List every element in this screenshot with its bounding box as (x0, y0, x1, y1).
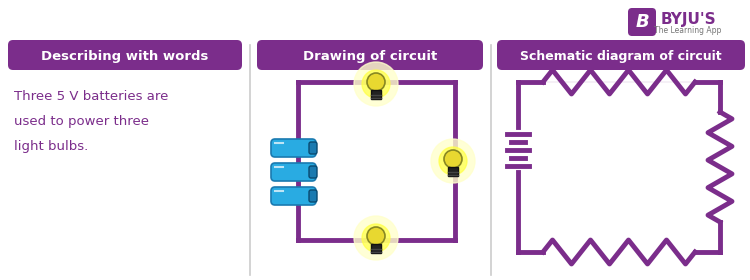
FancyBboxPatch shape (8, 40, 242, 70)
FancyBboxPatch shape (271, 163, 316, 181)
Bar (448, 167, 458, 176)
FancyBboxPatch shape (271, 187, 316, 205)
Circle shape (439, 147, 467, 175)
Text: Three 5 V batteries are: Three 5 V batteries are (14, 90, 169, 103)
Text: BYJU'S: BYJU'S (660, 11, 716, 27)
FancyBboxPatch shape (309, 166, 317, 178)
Bar (371, 90, 381, 99)
FancyBboxPatch shape (628, 8, 656, 36)
Text: Schematic diagram of circuit: Schematic diagram of circuit (520, 50, 722, 62)
FancyBboxPatch shape (257, 40, 483, 70)
Circle shape (354, 62, 398, 106)
FancyBboxPatch shape (497, 40, 745, 70)
Circle shape (444, 150, 462, 168)
Circle shape (362, 70, 390, 98)
FancyBboxPatch shape (309, 190, 317, 202)
Circle shape (367, 73, 385, 91)
Bar (371, 244, 381, 253)
Text: Drawing of circuit: Drawing of circuit (303, 50, 437, 62)
Circle shape (431, 139, 475, 183)
Text: light bulbs.: light bulbs. (14, 140, 88, 153)
FancyBboxPatch shape (309, 142, 317, 154)
FancyBboxPatch shape (271, 139, 316, 157)
Text: used to power three: used to power three (14, 115, 149, 128)
Text: B: B (635, 13, 649, 31)
Circle shape (354, 216, 398, 260)
Text: Describing with words: Describing with words (41, 50, 209, 62)
Circle shape (362, 224, 390, 252)
Circle shape (367, 227, 385, 245)
Text: The Learning App: The Learning App (654, 25, 722, 34)
